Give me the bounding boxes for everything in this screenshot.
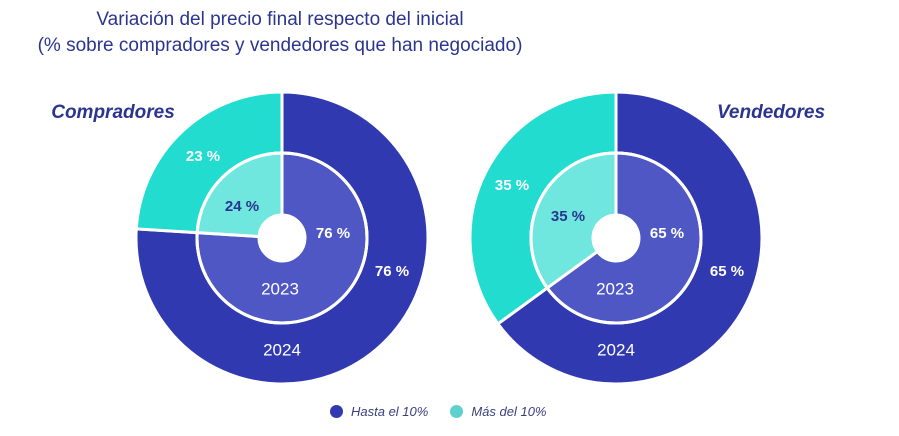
ring-label-compradores-2023: 2023	[261, 279, 299, 298]
ring-separator-compradores	[195, 151, 369, 325]
legend-swatch-mas	[450, 405, 464, 418]
label-vendedores-2024-mas: 35 %	[495, 177, 529, 194]
donut-compradores	[134, 90, 430, 386]
ring-label-vendedores-2024: 2024	[597, 340, 635, 359]
label-vendedores-2023-mas: 35 %	[551, 208, 585, 225]
ring-separator-vendedores	[529, 151, 703, 325]
label-compradores-2024-mas: 23 %	[186, 148, 220, 165]
ring-label-vendedores-2023: 2023	[596, 279, 634, 298]
legend-swatch-hasta	[330, 405, 343, 418]
label-compradores-2023-mas: 24 %	[225, 198, 259, 215]
label-vendedores-2024-hasta: 65 %	[710, 263, 744, 280]
label-vendedores-2023-hasta: 65 %	[650, 225, 684, 242]
chart-title-line1: Variación del precio final respecto del …	[96, 9, 464, 30]
legend-label-hasta: Hasta el 10%	[351, 404, 429, 419]
label-compradores-2024-hasta: 76 %	[375, 263, 409, 280]
chart-title-line2: (% sobre compradores y vendedores que ha…	[37, 35, 523, 56]
legend-label-mas: Más del 10%	[471, 404, 547, 419]
donut-title-vendedores: Vendedores	[717, 102, 825, 123]
donut-vendedores	[468, 90, 764, 386]
legend-item-mas: Más del 10%	[450, 404, 546, 419]
chart-title: Variación del precio final respecto del …	[0, 7, 560, 59]
label-compradores-2023-hasta: 76 %	[316, 225, 350, 242]
legend: Hasta el 10% Más del 10%	[330, 404, 568, 419]
donut-title-compradores: Compradores	[51, 102, 175, 123]
legend-item-hasta: Hasta el 10%	[330, 404, 428, 419]
ring-label-compradores-2024: 2024	[263, 340, 301, 359]
